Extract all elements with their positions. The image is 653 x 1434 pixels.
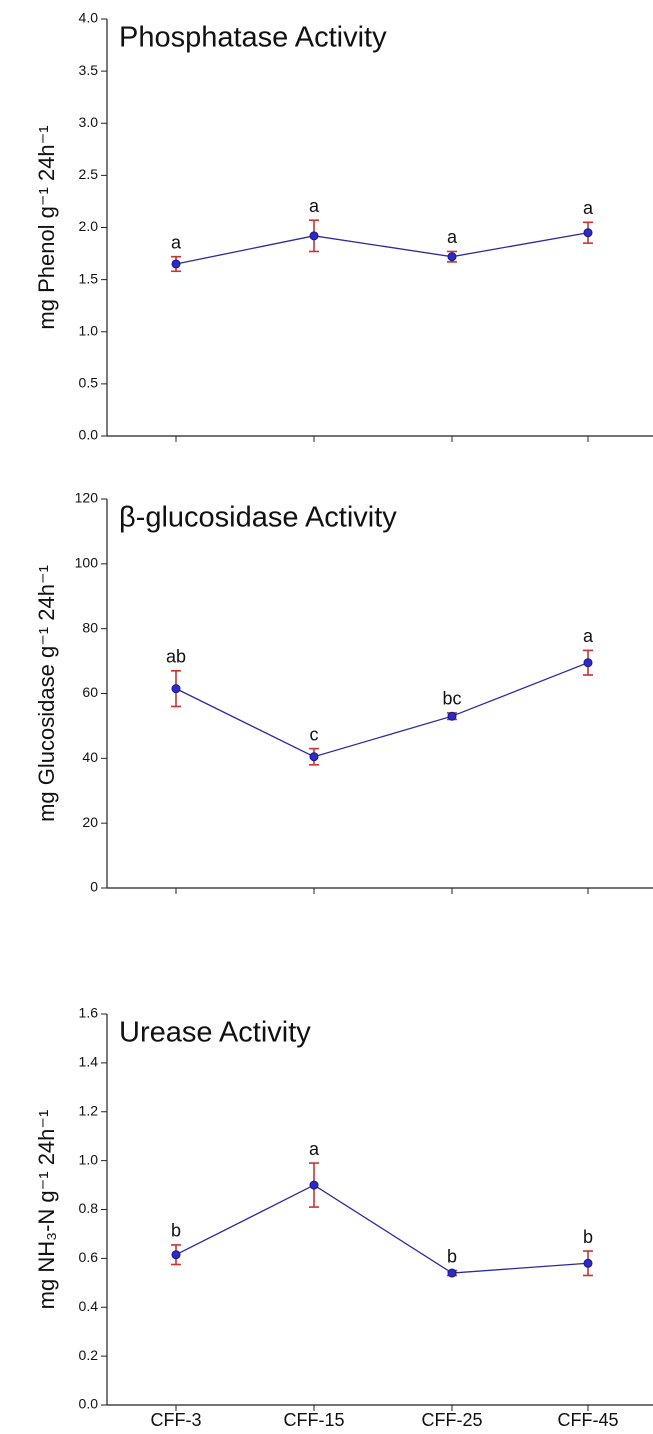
y-tick-label: 0.5 xyxy=(79,375,99,391)
y-tick-label: 0.0 xyxy=(79,427,99,443)
y-tick-label: 60 xyxy=(82,684,98,700)
y-axis-label: mg Glucosidase g⁻¹ 24h⁻¹ xyxy=(34,565,59,822)
data-point xyxy=(583,228,593,238)
x-tick-label: CFF-3 xyxy=(151,1410,202,1430)
significance-letter: c xyxy=(310,724,319,744)
y-tick-label: 1.0 xyxy=(79,1151,99,1167)
chart-title: β-glucosidase Activity xyxy=(119,502,397,534)
significance-letter: b xyxy=(583,1227,593,1247)
y-axis-label: mg NH₃-N g⁻¹ 24h⁻¹ xyxy=(34,1110,59,1310)
significance-letter: b xyxy=(171,1221,181,1241)
data-point xyxy=(309,231,319,241)
y-tick-label: 0.6 xyxy=(79,1249,99,1265)
y-tick-label: 100 xyxy=(75,555,99,571)
y-tick-label: 1.0 xyxy=(79,322,99,338)
data-point xyxy=(447,1268,457,1278)
significance-letter: a xyxy=(583,198,594,218)
y-axis-label: mg Phenol g⁻¹ 24h⁻¹ xyxy=(34,125,59,329)
data-line xyxy=(175,232,589,265)
y-tick-label: 1.6 xyxy=(79,1005,99,1021)
data-point xyxy=(583,1258,593,1268)
data-point xyxy=(171,684,181,694)
y-tick-label: 1.5 xyxy=(79,270,99,286)
data-point xyxy=(447,711,457,721)
x-tick-label: CFF-25 xyxy=(421,1410,482,1430)
y-tick-label: 0.4 xyxy=(79,1298,99,1314)
x-tick-label: CFF-15 xyxy=(283,1410,344,1430)
y-tick-label: 3.5 xyxy=(79,62,99,78)
data-point xyxy=(447,252,457,262)
y-tick-label: 1.4 xyxy=(79,1054,99,1070)
y-tick-label: 0.8 xyxy=(79,1200,99,1216)
significance-letter: a xyxy=(583,626,594,646)
y-tick-label: 120 xyxy=(75,490,99,506)
y-tick-label: 20 xyxy=(82,814,98,830)
data-point xyxy=(171,259,181,269)
significance-letter: a xyxy=(309,1139,320,1159)
data-line xyxy=(175,662,589,758)
y-tick-label: 0 xyxy=(90,879,98,895)
y-tick-label: 3.0 xyxy=(79,114,99,130)
y-tick-label: 0.2 xyxy=(79,1347,99,1363)
significance-letter: ab xyxy=(166,647,186,667)
data-point xyxy=(171,1250,181,1260)
chart-title: Urease Activity xyxy=(119,1017,311,1049)
significance-letter: a xyxy=(171,232,182,252)
x-tick-label: CFF-45 xyxy=(557,1410,618,1430)
data-line xyxy=(175,1184,589,1274)
chart-title: Phosphatase Activity xyxy=(119,22,387,54)
significance-letter: bc xyxy=(442,689,461,709)
data-point xyxy=(583,658,593,668)
y-tick-label: 0.0 xyxy=(79,1396,99,1412)
y-tick-label: 1.2 xyxy=(79,1102,99,1118)
data-point xyxy=(309,1180,319,1190)
data-point xyxy=(309,752,319,762)
y-tick-label: 40 xyxy=(82,749,98,765)
y-tick-label: 80 xyxy=(82,619,98,635)
y-tick-label: 2.0 xyxy=(79,218,99,234)
significance-letter: a xyxy=(309,196,320,216)
significance-letter: b xyxy=(447,1246,457,1266)
y-tick-label: 4.0 xyxy=(79,10,99,26)
y-tick-label: 2.5 xyxy=(79,166,99,182)
significance-letter: a xyxy=(447,227,458,247)
